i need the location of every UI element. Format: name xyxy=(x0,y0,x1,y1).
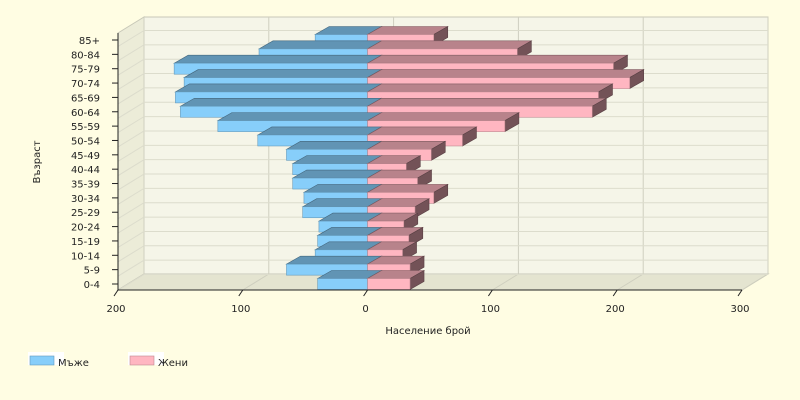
y-tick-label: 20-24 xyxy=(71,223,100,234)
gridline-y-side xyxy=(117,274,145,291)
gridline-y-side xyxy=(117,30,145,47)
x-tick-label: 0 xyxy=(362,304,368,315)
floor xyxy=(116,273,770,291)
bar-top-face xyxy=(366,54,629,64)
y-tick-label: 60-64 xyxy=(71,108,100,119)
x-tick-label: 200 xyxy=(106,304,125,315)
axes: 0-4 5-9 10-14 15-19 20-24 25-29 30-34 35-39 40-4… xyxy=(71,33,750,315)
x-axis-title: Население брой xyxy=(385,326,470,337)
gridline-x-floor xyxy=(242,273,270,291)
bar-top-face xyxy=(285,141,383,150)
gridline-y-side xyxy=(117,216,145,234)
bar-female-45-49 xyxy=(366,140,447,161)
y-tick-label: 15-19 xyxy=(71,237,100,248)
gridline-y-side xyxy=(117,87,145,105)
y-tick-label: 50-54 xyxy=(71,136,100,147)
bar-top-face xyxy=(179,97,383,107)
x-tick-label: 100 xyxy=(481,304,500,315)
x-tick-label: 300 xyxy=(730,304,749,315)
bar-top-face xyxy=(366,97,608,107)
bar-top-face xyxy=(366,112,521,121)
y-tick-label: 65-69 xyxy=(71,93,100,104)
bar-top-face xyxy=(285,255,383,265)
gridline-y-side xyxy=(117,144,145,162)
gridline-x-floor xyxy=(616,273,644,291)
legend-item-female[interactable]: Жени xyxy=(128,352,188,369)
gridline-y-side xyxy=(117,101,145,119)
gridline-y-side xyxy=(117,187,145,205)
gridline-y-side xyxy=(117,116,145,134)
bar-top-face xyxy=(366,40,533,50)
y-tick-label: 25-29 xyxy=(71,208,100,219)
y-tick-label: 0-4 xyxy=(84,280,100,291)
x-tick-mark xyxy=(487,289,493,297)
y-tick-label: 10-14 xyxy=(71,251,100,262)
gridline-y-side xyxy=(117,202,145,220)
bar-top-face xyxy=(291,169,383,179)
bar-female-85+ xyxy=(366,25,449,47)
x-tick-mark xyxy=(612,289,618,297)
bar-female-55-59 xyxy=(366,112,521,133)
gridline-y-side xyxy=(117,173,145,191)
y-tick-label: 45-49 xyxy=(71,151,100,162)
y-tick-label: 85+ xyxy=(79,36,100,47)
bar-top-face xyxy=(366,83,614,93)
gridline-y-side xyxy=(117,130,145,148)
x-tick-mark xyxy=(113,289,119,297)
x-tick-label: 100 xyxy=(231,304,250,315)
bar-top-face xyxy=(256,126,383,136)
y-tick-label: 30-34 xyxy=(71,194,100,205)
legend-label: Жени xyxy=(158,358,188,369)
bar-female-30-34 xyxy=(366,183,449,204)
bar-female-50-54 xyxy=(366,126,478,147)
bar-top-face xyxy=(183,69,383,78)
legend-label: Мъже xyxy=(58,358,89,369)
gridline-y-side xyxy=(117,58,145,76)
y-tick-label: 40-44 xyxy=(71,165,100,176)
x-tick-mark xyxy=(238,289,244,297)
legend-item-male[interactable]: Мъже xyxy=(28,352,89,369)
bar-top-face xyxy=(366,69,645,78)
bar-top-face xyxy=(366,126,478,136)
gridline-y-side xyxy=(117,231,145,248)
x-tick-mark xyxy=(363,289,369,297)
gridline-y-side xyxy=(117,259,145,277)
gridline-x-floor xyxy=(492,273,519,291)
bar-female-75-79 xyxy=(366,54,629,75)
legend-swatch xyxy=(29,355,55,366)
gridline-y-side xyxy=(117,73,145,90)
bars xyxy=(173,25,645,291)
legend-swatch xyxy=(129,355,155,366)
bar-female-70-74 xyxy=(366,69,645,90)
bar-female-0-4 xyxy=(366,269,426,291)
y-tick-label: 70-74 xyxy=(71,79,100,90)
bar-front-face xyxy=(367,278,411,290)
bar-top-face xyxy=(291,155,383,164)
x-tick-mark xyxy=(737,289,743,297)
y-tick-label: 5-9 xyxy=(84,266,100,277)
y-tick-label: 35-39 xyxy=(71,180,100,191)
bar-top-face xyxy=(174,83,383,93)
bar-top-face xyxy=(257,40,383,50)
bar-top-face xyxy=(173,54,383,64)
gridline-y-side xyxy=(117,44,145,62)
gridline-y-side xyxy=(117,245,145,263)
gridline-y-side xyxy=(117,159,145,177)
bar-front-face xyxy=(317,278,368,290)
x-tick-label: 200 xyxy=(606,304,625,315)
y-tick-label: 75-79 xyxy=(71,65,100,76)
bar-top-face xyxy=(216,112,383,121)
y-axis-title: Възраст xyxy=(32,140,43,183)
bar-female-80-84 xyxy=(366,40,533,61)
y-tick-label: 55-59 xyxy=(71,122,100,133)
y-tick-label: 80-84 xyxy=(71,50,100,61)
gridline-x-floor xyxy=(741,273,769,291)
bar-female-60-64 xyxy=(366,97,608,118)
legend[interactable]: Мъже Жени xyxy=(28,352,188,369)
